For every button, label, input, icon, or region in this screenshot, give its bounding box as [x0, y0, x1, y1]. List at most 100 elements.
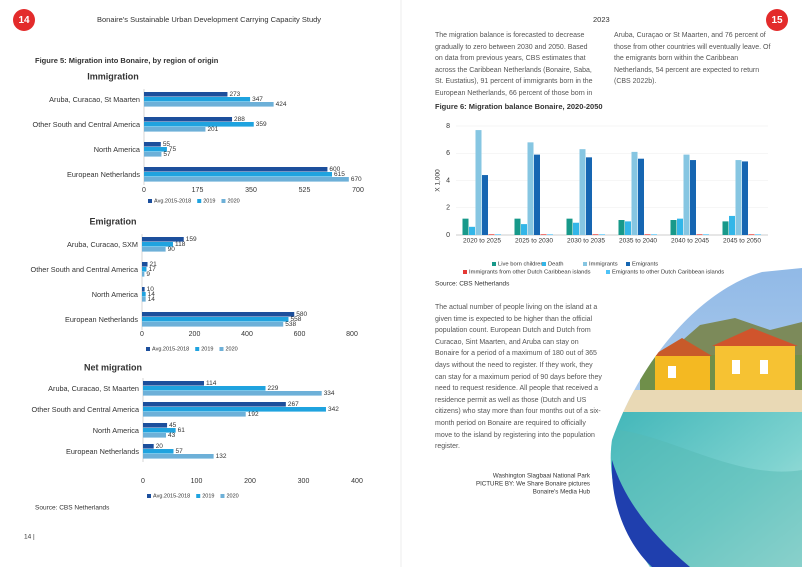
x-tick-label: 0	[141, 478, 145, 485]
bar	[144, 167, 328, 172]
category-label: Aruba, Curacao, St Maarten	[48, 383, 139, 393]
category-label: North America	[92, 425, 139, 435]
y-tick-label: 0	[446, 232, 450, 239]
value-label: 90	[168, 246, 176, 253]
bar	[729, 215, 735, 235]
x-tick-label: 400	[241, 331, 253, 338]
legend-label: Immigrants	[589, 262, 618, 268]
bar	[144, 142, 161, 147]
legend-swatch	[197, 199, 202, 203]
bar	[142, 272, 145, 277]
value-label: 75	[169, 146, 177, 153]
bar	[573, 222, 579, 235]
bar	[462, 218, 469, 235]
bar	[469, 226, 475, 235]
header-year: 2023	[593, 15, 610, 24]
value-label: 267	[288, 401, 299, 408]
bar	[547, 234, 553, 235]
value-label: 10	[147, 286, 155, 293]
y-tick-label: 2	[446, 205, 450, 212]
figure-caption: Figure 6: Migration balance Bonaire, 202…	[435, 102, 603, 111]
legend-label: 2020	[227, 198, 239, 204]
category-label: Aruba, Curacao, St Maarten	[49, 95, 140, 103]
bar	[690, 160, 696, 235]
x-tick-label: 200	[244, 478, 256, 485]
bar	[703, 234, 709, 235]
decor-band	[611, 460, 690, 567]
bar	[144, 127, 206, 132]
page-number: 14	[18, 15, 30, 26]
legend-label: Avg.2015-2018	[152, 346, 189, 352]
chart-title: Net migration	[84, 362, 142, 372]
x-tick-label: 0	[142, 187, 146, 194]
legend-swatch	[463, 270, 467, 274]
bar	[144, 117, 233, 122]
photo-credit: Bonaire's Media Hub	[533, 489, 591, 496]
legend-swatch	[221, 199, 226, 203]
category-label: European Netherlands	[64, 314, 138, 324]
category-label: Other South and Central America	[31, 404, 139, 414]
bar	[144, 92, 228, 97]
photo-credit: Washington Slagbaai National Park	[493, 473, 591, 480]
bar	[143, 402, 286, 407]
bar	[540, 234, 547, 235]
category-label: European Netherlands	[67, 170, 140, 178]
category-label: Other South and Central America	[31, 265, 138, 273]
value-label: 14	[148, 291, 156, 298]
bar	[144, 102, 274, 107]
value-label: 14	[148, 296, 156, 303]
legend-swatch	[148, 199, 152, 203]
legend-swatch	[146, 347, 150, 351]
category-label: Other South and Central America	[32, 119, 140, 129]
legend-label: 2020	[225, 346, 237, 352]
x-tick-label: 2045 to 2050	[723, 238, 761, 245]
value-label: 558	[290, 316, 301, 323]
value-label: 57	[175, 448, 183, 455]
value-label: 20	[156, 443, 164, 450]
value-label: 670	[351, 176, 362, 183]
bar	[696, 234, 703, 235]
value-label: 21	[150, 261, 158, 268]
category-label: Aruba, Curacao, SXM	[67, 239, 138, 249]
legend-swatch	[626, 262, 630, 266]
bar	[755, 234, 761, 235]
legend-swatch	[542, 262, 546, 266]
bar	[143, 428, 176, 433]
bar	[143, 423, 168, 428]
category-label: Aruba, Curacao, St Maarten	[48, 383, 139, 393]
value-label: 192	[248, 411, 259, 418]
x-tick-label: 800	[346, 331, 358, 338]
paragraph: The actual number of people living on th…	[435, 304, 602, 451]
bar	[143, 407, 326, 412]
bar	[514, 218, 521, 235]
bar	[644, 234, 651, 235]
bar	[143, 412, 246, 417]
bar	[683, 154, 690, 235]
value-label: 229	[268, 385, 279, 392]
value-label: 342	[328, 406, 339, 413]
legend-swatch	[220, 494, 225, 498]
legend-swatch	[196, 494, 201, 498]
bar	[142, 317, 289, 322]
bar	[142, 322, 284, 327]
value-label: 114	[206, 380, 217, 387]
bar	[534, 154, 540, 235]
bar	[599, 234, 605, 235]
page-badge	[13, 9, 35, 31]
value-label: 57	[163, 151, 171, 158]
legend-label: 2019	[202, 493, 214, 499]
category-label: North America	[93, 144, 140, 154]
page-badge	[766, 9, 788, 31]
category-label: Other South and Central America	[32, 119, 140, 129]
bar	[475, 130, 482, 235]
category-label: European Netherlands	[66, 447, 139, 455]
value-label: 132	[216, 453, 227, 460]
bar	[143, 449, 174, 454]
category-label: North America	[93, 144, 140, 154]
bar	[625, 221, 631, 235]
bar	[144, 177, 349, 182]
legend-label: Death	[548, 262, 563, 268]
y-axis-label: X 1,000	[435, 169, 442, 192]
source: Source: CBS Netherlands	[435, 281, 510, 288]
